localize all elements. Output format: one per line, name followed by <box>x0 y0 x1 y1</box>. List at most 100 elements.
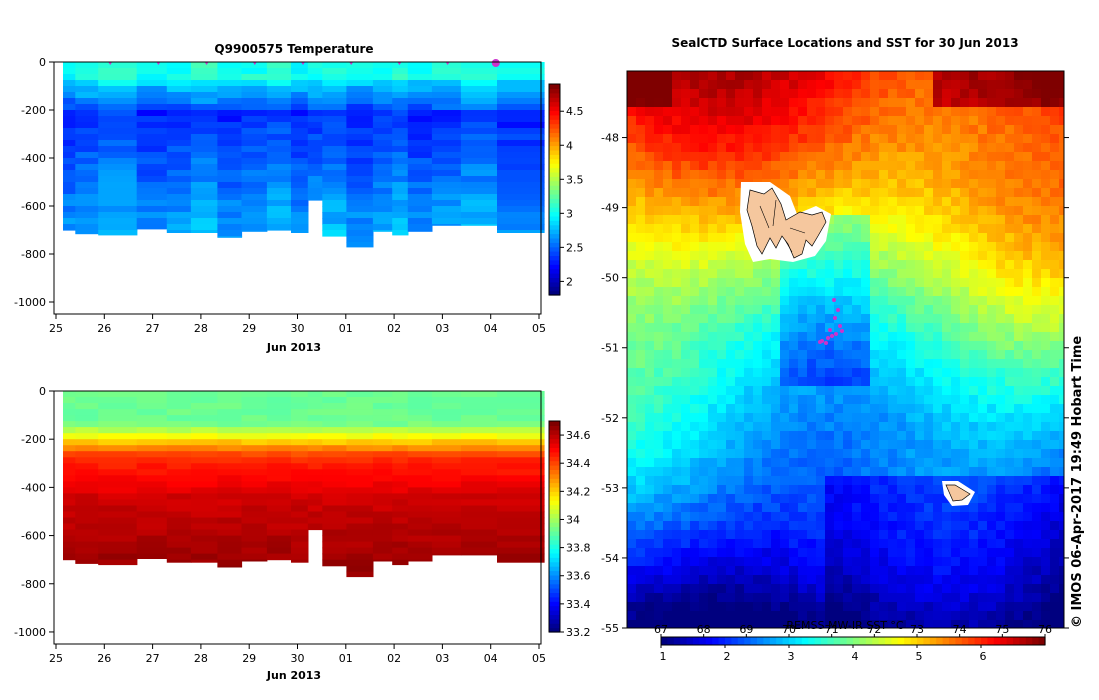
temperature-panel: Q9900575 Temperature 0-200-400-600-800-1… <box>14 42 583 354</box>
sst-cell <box>816 98 826 108</box>
section-cell <box>497 218 545 225</box>
sst-cell <box>951 269 961 279</box>
section-cell <box>291 463 309 470</box>
section-cell <box>217 170 243 177</box>
sst-cell <box>969 215 979 225</box>
sst-cell <box>762 566 772 576</box>
sst-cell <box>1005 485 1015 495</box>
section-cell <box>241 134 268 141</box>
sst-cell <box>987 278 997 288</box>
section-cell <box>322 92 347 99</box>
section-cell <box>407 68 433 75</box>
sst-cell <box>834 116 844 126</box>
sst-cell <box>825 296 835 306</box>
section-cell <box>431 415 462 422</box>
sst-cell <box>1059 530 1064 540</box>
section-cell <box>322 499 347 506</box>
sst-cell <box>1059 107 1064 117</box>
sst-cell <box>807 143 817 153</box>
sst-cell <box>969 251 979 261</box>
section-cell <box>372 230 393 232</box>
sst-cell <box>996 242 1006 252</box>
x-tick-label: 25 <box>49 652 63 665</box>
section-cell <box>407 523 433 531</box>
sst-cell <box>996 224 1006 234</box>
sst-cell <box>1023 323 1033 333</box>
sst-cell <box>915 620 925 628</box>
sst-cell <box>987 179 997 189</box>
sst-cell <box>798 485 808 495</box>
sst-cell <box>1041 413 1051 423</box>
sst-cell <box>879 521 889 531</box>
y-tick-label: -400 <box>21 152 46 165</box>
section-cell <box>98 421 138 428</box>
sst-cell <box>888 260 898 270</box>
sst-cell <box>825 71 835 81</box>
sst-cell <box>825 566 835 576</box>
sst-cell <box>933 512 943 522</box>
sst-cell <box>663 287 673 297</box>
sst-cell <box>1032 368 1042 378</box>
sst-cell <box>870 341 880 351</box>
sst-cell <box>924 539 934 549</box>
sst-cell <box>924 80 934 90</box>
sst-cell <box>663 107 673 117</box>
sst-cell <box>636 575 646 585</box>
section-cell <box>372 559 393 562</box>
sst-cell <box>879 269 889 279</box>
sst-cell <box>1005 188 1015 198</box>
sst-cell <box>888 161 898 171</box>
section-cell <box>431 170 462 177</box>
section-cell <box>346 433 374 440</box>
section-cell <box>392 182 409 189</box>
section-cell <box>372 86 393 93</box>
sst-cell <box>771 602 781 612</box>
sst-cell <box>987 152 997 162</box>
section-cell <box>75 110 99 117</box>
sst-cell <box>708 467 718 477</box>
sst-cell <box>870 206 880 216</box>
sst-cell <box>879 278 889 288</box>
sst-cell <box>978 80 988 90</box>
surface-marker <box>108 62 113 65</box>
sst-cell <box>1014 494 1024 504</box>
sst-cell <box>915 494 925 504</box>
section-cell <box>407 116 433 123</box>
section-cell <box>166 188 192 195</box>
section-cell <box>407 469 433 476</box>
section-cell <box>346 421 374 428</box>
section-cell <box>460 547 498 555</box>
sst-cell <box>708 215 718 225</box>
section-cell <box>407 487 433 494</box>
y-tick-label: 0 <box>39 385 46 398</box>
sst-cell <box>708 332 718 342</box>
sst-cell <box>816 422 826 432</box>
section-cell <box>98 511 138 519</box>
sst-cell <box>933 539 943 549</box>
sst-cell <box>780 611 790 621</box>
sst-cell <box>879 548 889 558</box>
section-cell <box>166 176 192 183</box>
sst-cell <box>807 521 817 531</box>
section-cell <box>497 481 545 488</box>
sst-cell <box>789 440 799 450</box>
sst-cell <box>987 404 997 414</box>
section-cell <box>266 170 292 177</box>
sst-cell <box>978 611 988 621</box>
sst-cell <box>861 287 871 297</box>
sst-cell <box>654 485 664 495</box>
sst-cell <box>717 512 727 522</box>
sst-cell <box>843 584 853 594</box>
sst-cell <box>870 215 880 225</box>
section-cell <box>63 487 76 494</box>
section-cell <box>392 176 409 183</box>
sst-cell <box>843 323 853 333</box>
sst-cell <box>1005 422 1015 432</box>
sst-cell <box>879 323 889 333</box>
sst-cell <box>969 530 979 540</box>
sst-cell <box>1059 377 1064 387</box>
section-cell <box>266 547 292 555</box>
sst-cell <box>996 539 1006 549</box>
sst-cell <box>843 512 853 522</box>
section-cell <box>166 415 192 422</box>
